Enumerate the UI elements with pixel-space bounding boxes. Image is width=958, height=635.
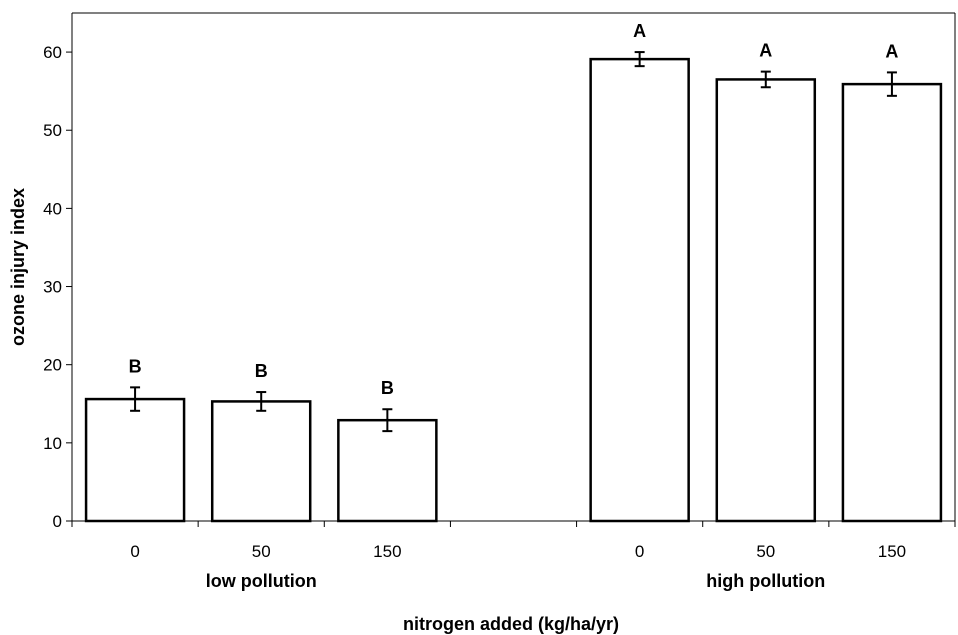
y-tick-label: 0 (53, 512, 62, 531)
bar (84, 397, 186, 523)
y-tick-label: 40 (43, 199, 62, 218)
y-tick-label: 50 (43, 121, 62, 140)
x-tick-labels: 0 50 150 0 50 150 (130, 542, 906, 561)
x-tick-label: 150 (878, 542, 906, 561)
x-tick-label: 0 (130, 542, 139, 561)
significance-letter: A (633, 21, 646, 41)
error-bars (130, 51, 897, 433)
group-label: low pollution (206, 571, 317, 591)
significance-letter: A (885, 41, 898, 61)
y-tick-label: 10 (43, 434, 62, 453)
x-tick-label: 50 (252, 542, 271, 561)
bar (210, 400, 312, 523)
x-tick-label: 50 (756, 542, 775, 561)
significance-letter: A (759, 41, 772, 61)
bar (715, 78, 817, 523)
significance-letter: B (381, 378, 394, 398)
x-axis-title: nitrogen added (kg/ha/yr) (403, 614, 619, 634)
bar (337, 418, 438, 523)
y-tick-label: 20 (43, 356, 62, 375)
bars (84, 57, 943, 523)
significance-letter: B (129, 356, 142, 376)
plot-frame (72, 12, 956, 521)
significance-letters: B B B A A A (129, 21, 899, 398)
x-axis (71, 520, 956, 527)
y-tick-label: 30 (43, 278, 62, 297)
x-tick-label: 0 (635, 542, 644, 561)
bar (589, 57, 690, 523)
group-labels: low pollution high pollution (206, 571, 826, 591)
y-axis: 0 10 20 30 40 50 60 (43, 13, 73, 531)
y-axis-title: ozone injury index (8, 188, 28, 346)
bar (841, 82, 943, 523)
group-label: high pollution (706, 571, 825, 591)
x-tick-label: 150 (373, 542, 401, 561)
significance-letter: B (255, 361, 268, 381)
y-tick-label: 60 (43, 43, 62, 62)
